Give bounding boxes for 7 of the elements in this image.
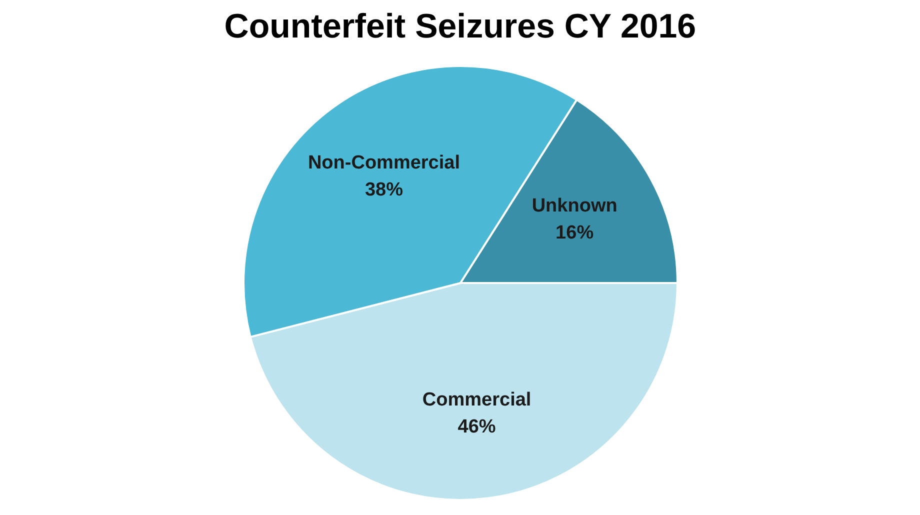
data-label: 16% xyxy=(556,222,594,244)
slice-label: Commercial xyxy=(422,389,532,410)
data-label: 38% xyxy=(364,180,404,201)
slice-label: Non-Commercial xyxy=(308,152,460,174)
data-label: 46% xyxy=(458,416,496,438)
chart-title: Counterfeit Seizures CY 2016 xyxy=(224,8,696,46)
slice-label: Unknown xyxy=(532,195,618,216)
